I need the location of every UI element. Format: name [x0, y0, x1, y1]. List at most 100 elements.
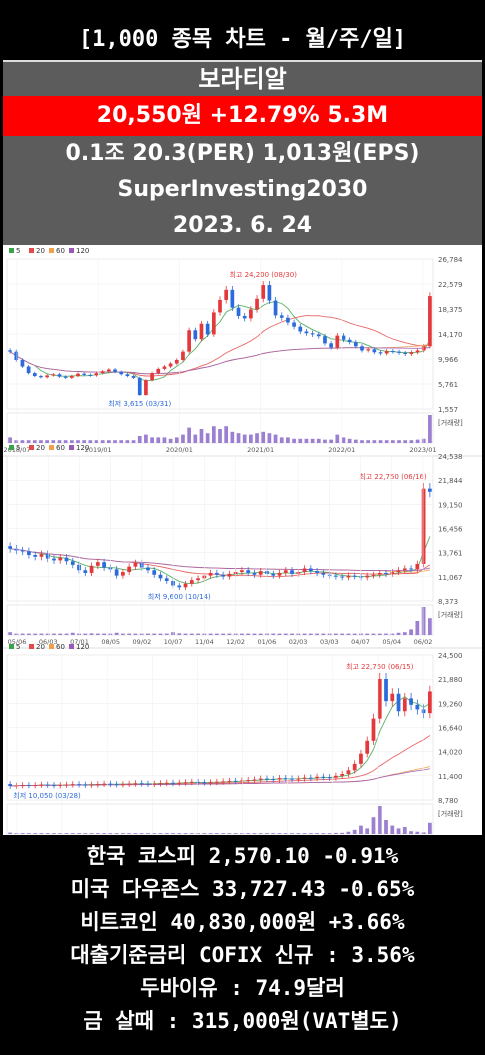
chart-monthly-volume-bar — [211, 426, 216, 443]
chart-weekly-volume-bar — [121, 633, 125, 635]
chart-weekly-volume-bar — [302, 633, 307, 635]
chart-weekly-candle — [402, 568, 407, 571]
chart-daily-candle — [214, 781, 219, 783]
chart-weekly-candle — [189, 580, 194, 584]
chart-monthly-volume-bar — [415, 439, 420, 443]
chart-daily-candle — [427, 691, 432, 714]
chart-monthly-candle — [249, 309, 253, 319]
chart-weekly-volume-bar — [102, 633, 106, 635]
chart-daily-candle — [227, 780, 232, 782]
chart-weekly-volume-bar — [83, 633, 88, 635]
chart-daily-volume-bar — [189, 833, 194, 834]
chart-monthly-candle — [323, 336, 327, 344]
chart-weekly-candle — [371, 574, 376, 576]
footer-dow: 미국 다우존스 33,727.43 -0.65% — [70, 877, 415, 901]
chart-weekly-candle — [227, 573, 232, 577]
chart-daily-candle — [158, 783, 163, 785]
chart-daily-candle — [246, 779, 251, 781]
chart-daily-volume-bar — [52, 833, 56, 834]
chart-monthly-candle — [119, 371, 124, 375]
chart-daily-candle — [27, 785, 31, 787]
chart-daily-volume-bar — [377, 806, 382, 834]
footer-dubai-oil: 두바이유 : 74.9달러 — [140, 976, 345, 1000]
chart-weekly-ytick-label: 13,761 — [438, 550, 463, 558]
chart-monthly-volume-bar — [8, 437, 12, 443]
chart-weekly-candle — [14, 548, 19, 551]
chart-weekly-volume-bar — [64, 633, 69, 635]
chart-monthly-volume-bar — [384, 440, 389, 443]
chart-daily-candle — [102, 783, 106, 785]
chart-monthly-volume-bar — [57, 440, 62, 443]
chart-weekly-candle — [290, 570, 294, 574]
chart-monthly-volume-bar — [26, 440, 31, 443]
chart-daily-volume-bar — [283, 833, 288, 834]
chart-daily-candle — [121, 784, 125, 786]
chart-daily-volume-bar — [127, 833, 132, 834]
chart-weekly-candle — [77, 564, 81, 571]
chart-weekly-volume-bar — [208, 633, 213, 635]
chart-weekly-volume-bar — [371, 633, 376, 635]
chart-daily-candle — [189, 781, 194, 783]
chart-monthly-candle — [298, 326, 303, 332]
chart-daily-candle — [83, 784, 88, 786]
chart-weekly-volume-bar — [402, 632, 407, 635]
chart-weekly-candle — [27, 551, 31, 556]
chart-monthly-candle — [366, 349, 371, 351]
chart-daily-candle — [52, 785, 56, 787]
chart-daily-candle — [296, 778, 301, 780]
chart-monthly-volume-bar — [94, 440, 99, 443]
chart-weekly-volume-bar — [164, 633, 169, 635]
chart-monthly-volume-bar — [267, 433, 272, 443]
chart-daily-volume-bar — [77, 833, 81, 834]
chart-weekly-volume-bar — [95, 633, 100, 635]
chart-weekly-candle — [252, 572, 257, 575]
chart-monthly-candle — [14, 351, 19, 360]
chart-weekly-ytick-label: 24,538 — [438, 453, 463, 461]
chart-daily-candle — [95, 784, 100, 786]
chart-daily-candle — [164, 782, 169, 784]
chart-daily-annotation-low: 최저 10,050 (03/28) — [13, 791, 81, 800]
chart-daily-volume-bar — [290, 833, 294, 834]
chart-monthly-volume-bar — [168, 438, 173, 443]
chart-weekly-volume-bar — [127, 633, 132, 635]
chart-daily-volume-bar — [108, 833, 113, 834]
chart-monthly-volume-bar — [51, 440, 56, 443]
chart-weekly-xtick-label: 12/02 — [226, 638, 245, 646]
chart-monthly-candle — [144, 380, 148, 396]
chart-monthly-volume-bar — [193, 434, 198, 443]
chart-monthly-ma5-line — [34, 301, 431, 382]
chart-monthly-legend-label-20: 20 — [36, 247, 45, 255]
chart-weekly-candle — [152, 570, 157, 575]
footer-kospi: 한국 코스피 2,570.10 -0.91% — [86, 844, 399, 868]
chart-monthly-candle — [236, 307, 241, 316]
chart-monthly-ytick-label: 26,784 — [438, 256, 463, 264]
chart-daily-volume-bar — [152, 833, 157, 834]
chart-weekly-volume-bar — [146, 633, 150, 635]
chart-daily-candle — [221, 781, 226, 783]
chart-weekly-volume-bar — [421, 607, 426, 635]
chart-daily-volume-bar — [196, 833, 200, 834]
chart-monthly-candle — [193, 330, 198, 340]
chart-monthly-volume-bar — [69, 440, 74, 443]
chart-monthly-volume-bar — [88, 440, 93, 443]
chart-weekly-volume-bar — [240, 633, 244, 635]
chart-weekly-volume-bar — [346, 633, 351, 635]
chart-monthly-candle — [255, 298, 259, 310]
charts-svg: 5 20 60 120 26,784 22,579 18,375 14,170 9,966 5,7… — [3, 247, 482, 848]
chart-weekly-volume-bar — [283, 633, 288, 635]
chart-weekly-legend-swatch-120 — [69, 445, 74, 450]
chart-weekly-ma120-line — [10, 548, 430, 572]
chart-monthly-volume-bar — [45, 440, 49, 443]
chart-monthly-candle — [397, 351, 401, 353]
chart-daily-candle — [421, 709, 426, 714]
chart-daily-volume-bar — [139, 833, 144, 834]
chart-weekly-candle — [114, 569, 119, 576]
chart-weekly-xtick-label: 02/03 — [289, 638, 308, 646]
chart-weekly-volume-bar — [384, 633, 388, 635]
chart-weekly-candle — [415, 563, 420, 570]
chart-daily-legend-swatch-60 — [49, 644, 54, 649]
chart-monthly-volume-bar — [156, 437, 161, 443]
chart-monthly-candle — [76, 373, 80, 377]
chart-weekly-candle — [221, 574, 226, 577]
chart-weekly-xtick-label: 01/06 — [257, 638, 276, 646]
